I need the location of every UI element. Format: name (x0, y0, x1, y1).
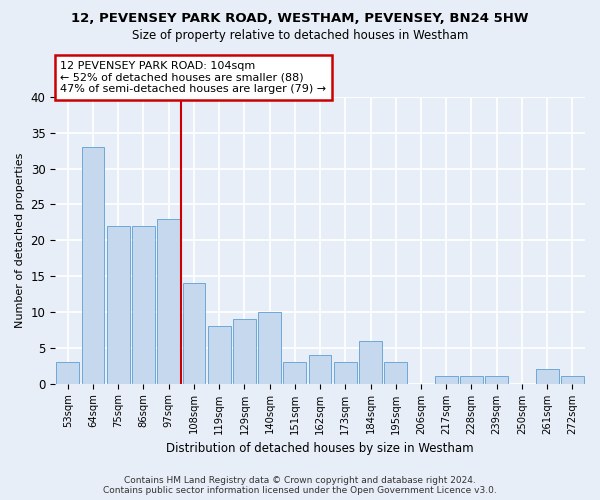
Bar (309, 355, 331, 384)
Y-axis label: Number of detached properties: Number of detached properties (15, 152, 25, 328)
Bar (359, 340, 382, 384)
Bar (208, 326, 230, 384)
Bar (283, 362, 306, 384)
Bar (107, 226, 130, 384)
Bar (385, 362, 407, 384)
Bar (536, 369, 559, 384)
Bar (182, 284, 205, 384)
Text: 12 PEVENSEY PARK ROAD: 104sqm
← 52% of detached houses are smaller (88)
47% of s: 12 PEVENSEY PARK ROAD: 104sqm ← 52% of d… (61, 61, 326, 94)
X-axis label: Distribution of detached houses by size in Westham: Distribution of detached houses by size … (166, 442, 474, 455)
Bar (485, 376, 508, 384)
Bar (56, 362, 79, 384)
Bar (334, 362, 356, 384)
Bar (258, 312, 281, 384)
Text: 12, PEVENSEY PARK ROAD, WESTHAM, PEVENSEY, BN24 5HW: 12, PEVENSEY PARK ROAD, WESTHAM, PEVENSE… (71, 12, 529, 26)
Bar (157, 219, 180, 384)
Bar (233, 319, 256, 384)
Text: Contains HM Land Registry data © Crown copyright and database right 2024.
Contai: Contains HM Land Registry data © Crown c… (103, 476, 497, 495)
Bar (435, 376, 458, 384)
Bar (82, 147, 104, 384)
Bar (460, 376, 483, 384)
Text: Size of property relative to detached houses in Westham: Size of property relative to detached ho… (132, 29, 468, 42)
Bar (132, 226, 155, 384)
Bar (561, 376, 584, 384)
